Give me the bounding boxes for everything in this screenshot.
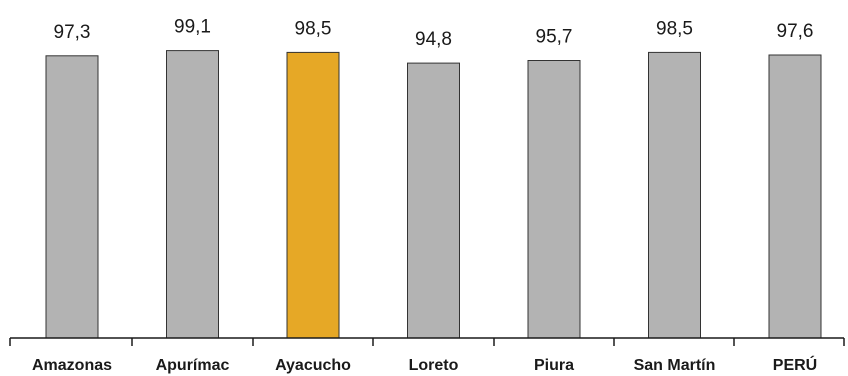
value-label-6: 98,5 xyxy=(656,18,693,39)
bar-1 xyxy=(45,55,99,339)
bar-5 xyxy=(527,60,581,339)
bars-group xyxy=(45,50,822,339)
category-label-3: Ayacucho xyxy=(275,357,351,374)
category-label-2: Apurímac xyxy=(156,357,230,374)
value-label-2: 99,1 xyxy=(174,17,211,38)
category-label-4: Loreto xyxy=(409,357,459,374)
bar-7 xyxy=(768,54,822,339)
x-axis-ticks xyxy=(9,338,845,346)
category-label-5: Piura xyxy=(534,357,574,374)
category-label-7: PERÚ xyxy=(773,355,817,374)
bar-6 xyxy=(648,51,701,339)
bar-2 xyxy=(166,50,219,339)
value-label-3: 98,5 xyxy=(295,18,332,39)
category-label-6: San Martín xyxy=(634,357,716,374)
bar-3 xyxy=(286,51,340,339)
value-label-7: 97,6 xyxy=(777,21,814,42)
value-label-4: 94,8 xyxy=(415,29,452,50)
category-label-1: Amazonas xyxy=(32,357,112,374)
value-label-1: 97,3 xyxy=(54,22,91,43)
bar-4 xyxy=(407,62,460,339)
value-label-5: 95,7 xyxy=(536,27,573,48)
category-labels-group: Amazonas Apurímac Ayacucho Loreto Piura San M… xyxy=(32,355,817,374)
value-labels-group: 97,3 99,1 98,5 94,8 95,7 98,5 97,6 xyxy=(54,17,814,51)
